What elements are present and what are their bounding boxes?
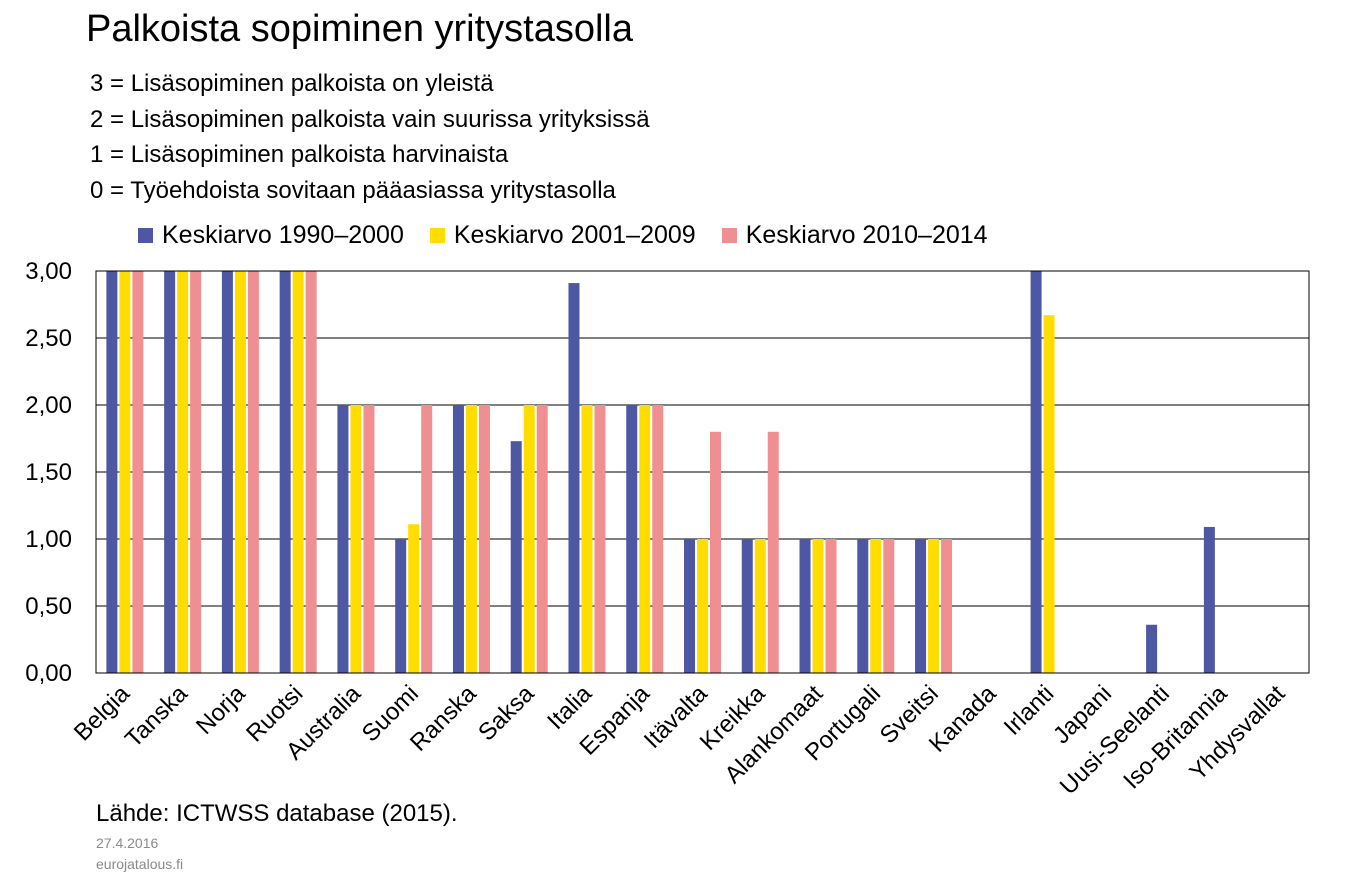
legend-swatch-2001-2009 (429, 227, 445, 243)
legend-item-2010-2014: Keskiarvo 2010–2014 (721, 220, 988, 250)
bar (421, 405, 433, 673)
bar (710, 431, 721, 673)
bar (337, 405, 349, 673)
scale-notes: 3 = Lisäsopiminen palkoista on yleistä 2… (90, 66, 650, 208)
bar (510, 441, 522, 673)
x-tick-label: Saksa (473, 680, 540, 747)
bar (594, 405, 606, 673)
bar (478, 405, 490, 673)
bar (536, 405, 548, 673)
bar (754, 539, 766, 673)
bar (279, 271, 291, 673)
bar (1043, 315, 1055, 673)
bar (652, 405, 664, 673)
bar (1203, 526, 1215, 673)
bar (395, 539, 407, 673)
plot-border (95, 270, 1310, 674)
bar (106, 271, 118, 673)
bar (857, 539, 869, 673)
y-tick-label: 0,00 (25, 660, 72, 687)
bar (799, 539, 811, 673)
bar (941, 539, 953, 673)
bar (1146, 624, 1158, 673)
legend-item-2001-2009: Keskiarvo 2001–2009 (429, 220, 696, 250)
bar (626, 405, 638, 673)
bar (639, 405, 651, 673)
bar (825, 539, 837, 673)
bar (221, 271, 233, 673)
bar (684, 539, 695, 673)
legend-label-2010-2014: Keskiarvo 2010–2014 (745, 220, 988, 249)
y-tick-label: 1,00 (25, 526, 72, 553)
bar (452, 405, 464, 673)
bar (767, 431, 779, 673)
bar (870, 539, 882, 673)
y-tick-label: 2,50 (25, 325, 72, 352)
bar (164, 271, 176, 673)
bar (581, 405, 593, 673)
source-note: Lähde: ICTWSS database (2015). (96, 800, 458, 827)
legend-item-1990-2000: Keskiarvo 1990–2000 (138, 221, 404, 250)
bar (234, 271, 246, 673)
bar (408, 524, 420, 673)
scale-note-2: 2 = Lisäsopiminen palkoista vain suuriss… (90, 105, 650, 133)
x-tick-label: Norja (191, 680, 251, 740)
bar (350, 405, 362, 673)
bar (697, 539, 708, 673)
legend: Keskiarvo 1990–2000 Keskiarvo 2001–2009 … (138, 218, 1014, 252)
y-tick-label: 1,50 (25, 459, 72, 486)
bar (1030, 271, 1042, 673)
bar (915, 539, 927, 673)
bar (247, 271, 259, 673)
bar (523, 405, 535, 673)
y-tick-label: 0,50 (25, 593, 72, 620)
scale-note-0: 0 = Työehdoista sovitaan pääasiassa yrit… (90, 176, 616, 204)
bar (928, 539, 940, 673)
bar (465, 405, 477, 673)
bar (568, 283, 580, 673)
legend-swatch-1990-2000 (138, 227, 153, 243)
bar (741, 539, 753, 673)
x-tick-label: Ranska (405, 680, 482, 757)
bar (305, 271, 317, 673)
bar (132, 271, 144, 673)
bar (119, 271, 131, 673)
bar (177, 271, 189, 673)
legend-label-1990-2000: Keskiarvo 1990–2000 (162, 220, 404, 249)
scale-note-3: 3 = Lisäsopiminen palkoista on yleistä (90, 70, 494, 97)
y-tick-label: 3,00 (25, 258, 72, 285)
bar (363, 405, 375, 673)
x-tick-label: Tanska (120, 680, 193, 753)
y-tick-label: 2,00 (25, 392, 72, 419)
scale-note-1: 1 = Lisäsopiminen palkoista harvinaista (90, 141, 509, 168)
chart-title: Palkoista sopiminen yritystasolla (86, 8, 634, 50)
site-note: eurojatalous.fi (96, 856, 184, 872)
bar (812, 539, 824, 673)
bar (292, 271, 304, 673)
bar (190, 271, 202, 673)
legend-label-2001-2009: Keskiarvo 2001–2009 (453, 220, 696, 249)
legend-swatch-2010-2014 (721, 227, 737, 243)
date-note: 27.4.2016 (96, 835, 159, 851)
bar (883, 539, 895, 673)
